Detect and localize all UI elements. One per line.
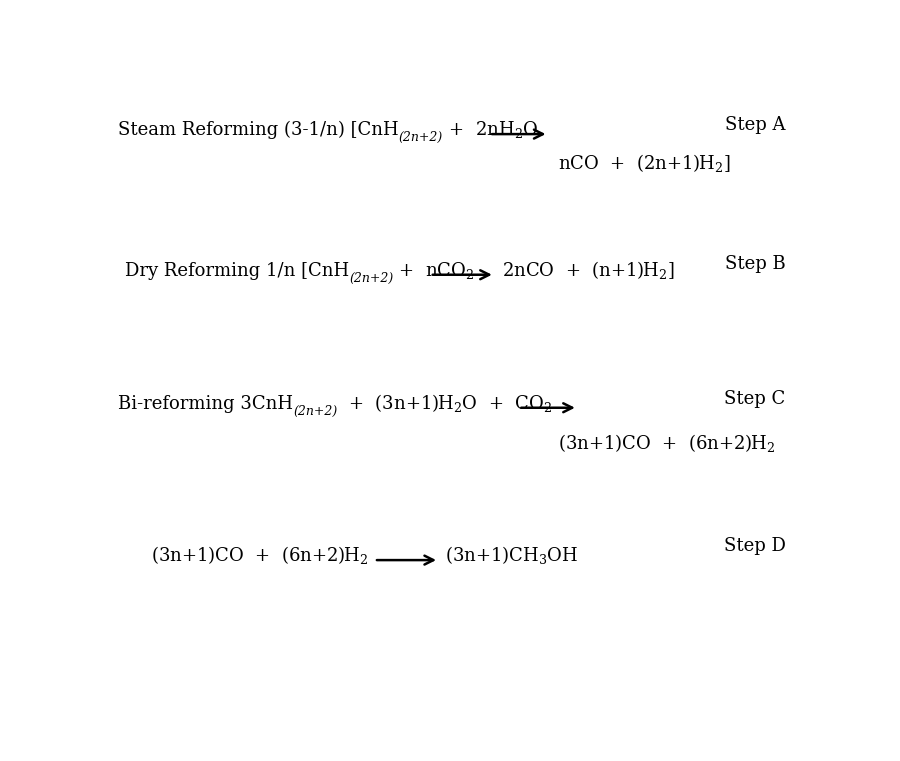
Text: Step B: Step B	[724, 256, 786, 273]
Text: (3n+1)CO  +  (6n+2)H$_{2}$: (3n+1)CO + (6n+2)H$_{2}$	[151, 544, 368, 566]
Text: +  2nH$_{2}$O: + 2nH$_{2}$O	[443, 119, 538, 140]
Text: (2n+2): (2n+2)	[399, 131, 443, 144]
Text: Step A: Step A	[725, 116, 786, 134]
Text: Bi-reforming 3CnH: Bi-reforming 3CnH	[118, 395, 293, 413]
Text: Step C: Step C	[724, 390, 786, 408]
Text: Step D: Step D	[724, 537, 786, 555]
Text: 2nCO  +  (n+1)H$_{2}$]: 2nCO + (n+1)H$_{2}$]	[501, 259, 674, 281]
Text: +  (3n+1)H$_{2}$O  +  CO$_{2}$: + (3n+1)H$_{2}$O + CO$_{2}$	[338, 392, 553, 414]
Text: (3n+1)CO  +  (6n+2)H$_{2}$: (3n+1)CO + (6n+2)H$_{2}$	[557, 431, 775, 454]
Text: (3n+1)CH$_{3}$OH: (3n+1)CH$_{3}$OH	[445, 544, 578, 566]
Text: (2n+2): (2n+2)	[293, 405, 338, 418]
Text: +  nCO$_{2}$: + nCO$_{2}$	[393, 260, 475, 281]
Text: nCO  +  (2n+1)H$_{2}$]: nCO + (2n+1)H$_{2}$]	[557, 151, 730, 174]
Text: Dry Reforming 1/n [CnH: Dry Reforming 1/n [CnH	[125, 262, 349, 280]
Text: Steam Reforming (3-1/n) [CnH: Steam Reforming (3-1/n) [CnH	[118, 121, 399, 139]
Text: (2n+2): (2n+2)	[349, 272, 393, 285]
